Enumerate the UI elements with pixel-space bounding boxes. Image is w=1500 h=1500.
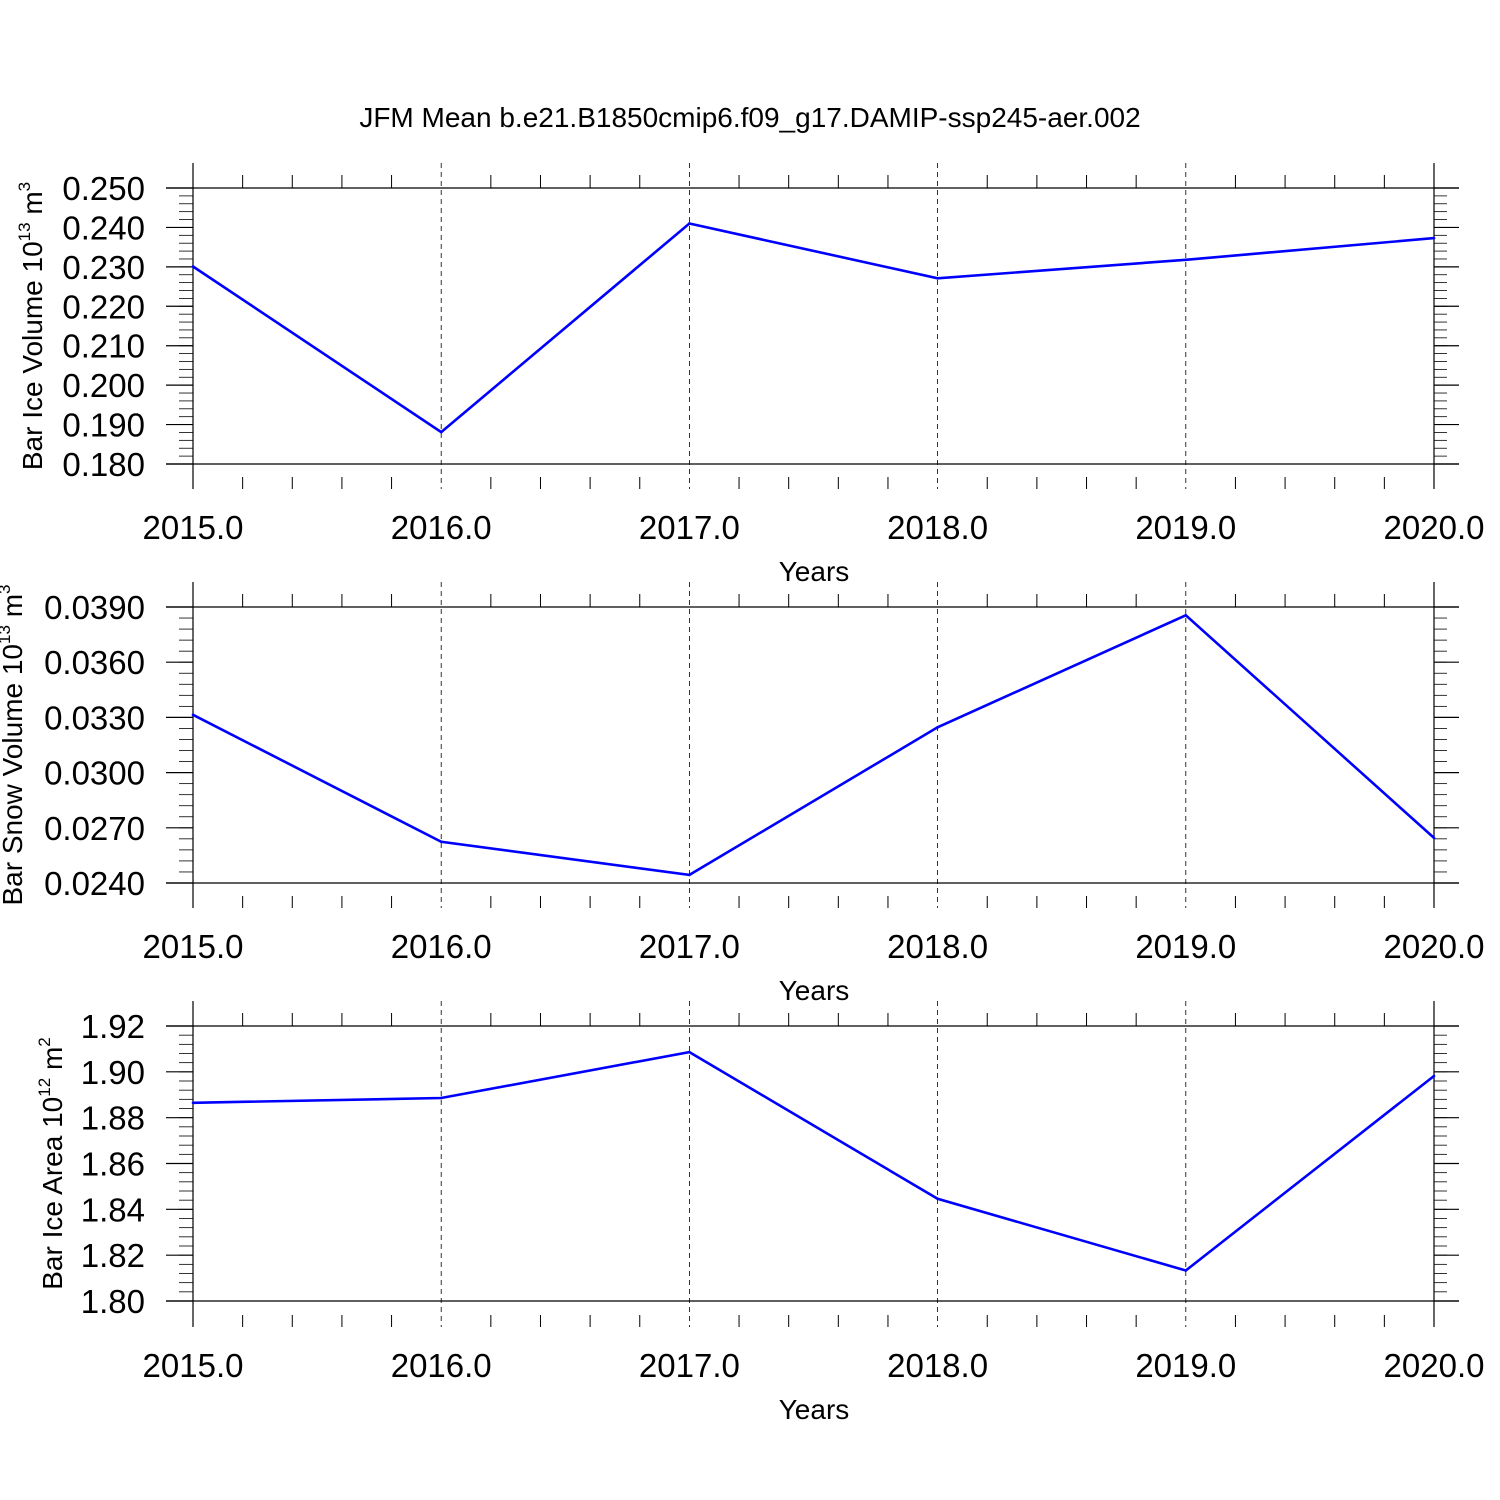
series-line [192,222,1435,434]
y-tick-label: 0.0270 [44,810,145,847]
x-tick-label: 2016.0 [391,509,492,546]
x-tick-label: 2018.0 [887,1347,988,1384]
x-tick-label: 2018.0 [887,928,988,965]
x-tick-label: 2019.0 [1135,509,1236,546]
data-point [1184,613,1188,617]
data-point [439,1096,443,1100]
y-tick-label: 0.200 [62,367,145,404]
data-point [439,840,443,844]
y-tick-label: 0.0300 [44,755,145,792]
data-point [191,265,195,268]
data-point [1432,836,1436,840]
y-axis-title: Bar Snow Volume 1013 m3 [0,585,28,906]
y-tick-label: 0.0390 [44,589,145,626]
y-axis-title-text: Bar Ice Area 10 [37,1097,68,1290]
y-axis-title-unit: m [0,594,28,625]
y-axis-title-unit: m [37,1047,68,1078]
y-axis-title-text: Bar Ice Volume 10 [17,241,48,470]
data-point [688,222,691,225]
y-axis-title-unit-exponent: 3 [0,585,14,594]
x-axis-title: Years [779,556,850,587]
data-point [1184,1269,1188,1272]
series-line [192,1050,1435,1272]
y-axis-title-text: Bar Snow Volume 10 [0,644,28,906]
y-axis-title-unit: m [17,191,48,222]
x-tick-label: 2018.0 [887,509,988,546]
x-tick-label: 2015.0 [143,509,244,546]
y-axis-title-exponent: 13 [0,625,14,644]
data-point [1432,1074,1436,1078]
y-tick-label: 1.86 [81,1146,145,1183]
y-tick-label: 1.82 [81,1237,145,1274]
data-point [191,1101,195,1105]
x-tick-label: 2020.0 [1384,1347,1485,1384]
x-tick-label: 2015.0 [143,928,244,965]
y-tick-label: 1.92 [81,1008,145,1045]
series-line [192,613,1435,877]
y-axis-title: Bar Ice Area 1012 m2 [35,1037,68,1290]
x-tick-label: 2020.0 [1384,928,1485,965]
y-axis-title-exponent: 12 [35,1078,54,1097]
y-axis-title-unit-exponent: 3 [15,182,34,191]
y-tick-label: 0.240 [62,209,145,246]
chart-title: JFM Mean b.e21.B1850cmip6.f09_g17.DAMIP-… [359,102,1140,133]
data-point [936,1197,939,1201]
chart-panel-2: 0.0240 0.0270 0.0300 0.0330 0.0360 0.0390 2015… [0,582,1484,1006]
chart-panel-3: 1.80 1.82 1.84 1.86 1.88 1.90 1.92 2015.0 2016.0… [35,1001,1484,1425]
y-tick-label: 0.180 [62,446,145,483]
y-tick-label: 1.90 [81,1054,145,1091]
data-point [688,873,691,877]
chart-panels: 0.1800.1900.2000.2100.2200.2300.2400.250… [0,163,1484,1425]
x-tick-label: 2019.0 [1135,928,1236,965]
chart-panel-1: 0.1800.1900.2000.2100.2200.2300.2400.250… [15,163,1484,587]
x-tick-label: 2020.0 [1384,509,1485,546]
y-axis-title: Bar Ice Volume 1013 m3 [15,182,48,470]
y-tick-label: 1.88 [81,1100,145,1137]
y-axis-title-exponent: 13 [15,222,34,241]
y-tick-label: 0.190 [62,407,145,444]
x-tick-label: 2017.0 [639,928,740,965]
y-tick-label: 0.0240 [44,865,145,902]
y-tick-label: 0.220 [62,288,145,325]
y-tick-label: 0.0360 [44,644,145,681]
x-tick-label: 2015.0 [143,1347,244,1384]
y-tick-label: 0.210 [62,328,145,365]
data-point [688,1050,691,1054]
y-axis-title-unit-exponent: 2 [35,1037,54,1046]
x-tick-label: 2017.0 [639,509,740,546]
data-point [1184,258,1188,262]
x-tick-label: 2019.0 [1135,1347,1236,1384]
x-axis-title: Years [779,975,850,1006]
x-tick-label: 2016.0 [391,928,492,965]
y-tick-label: 0.0330 [44,699,145,736]
y-tick-label: 0.250 [62,170,145,207]
x-tick-label: 2016.0 [391,1347,492,1384]
y-tick-label: 1.84 [81,1191,145,1228]
data-point [1432,236,1436,240]
x-axis-title: Years [779,1394,850,1425]
x-tick-label: 2017.0 [639,1347,740,1384]
data-point [936,276,939,280]
y-tick-label: 1.80 [81,1283,145,1320]
data-point [191,713,195,717]
data-point [439,430,443,434]
y-tick-label: 0.230 [62,249,145,286]
data-point [936,726,939,729]
